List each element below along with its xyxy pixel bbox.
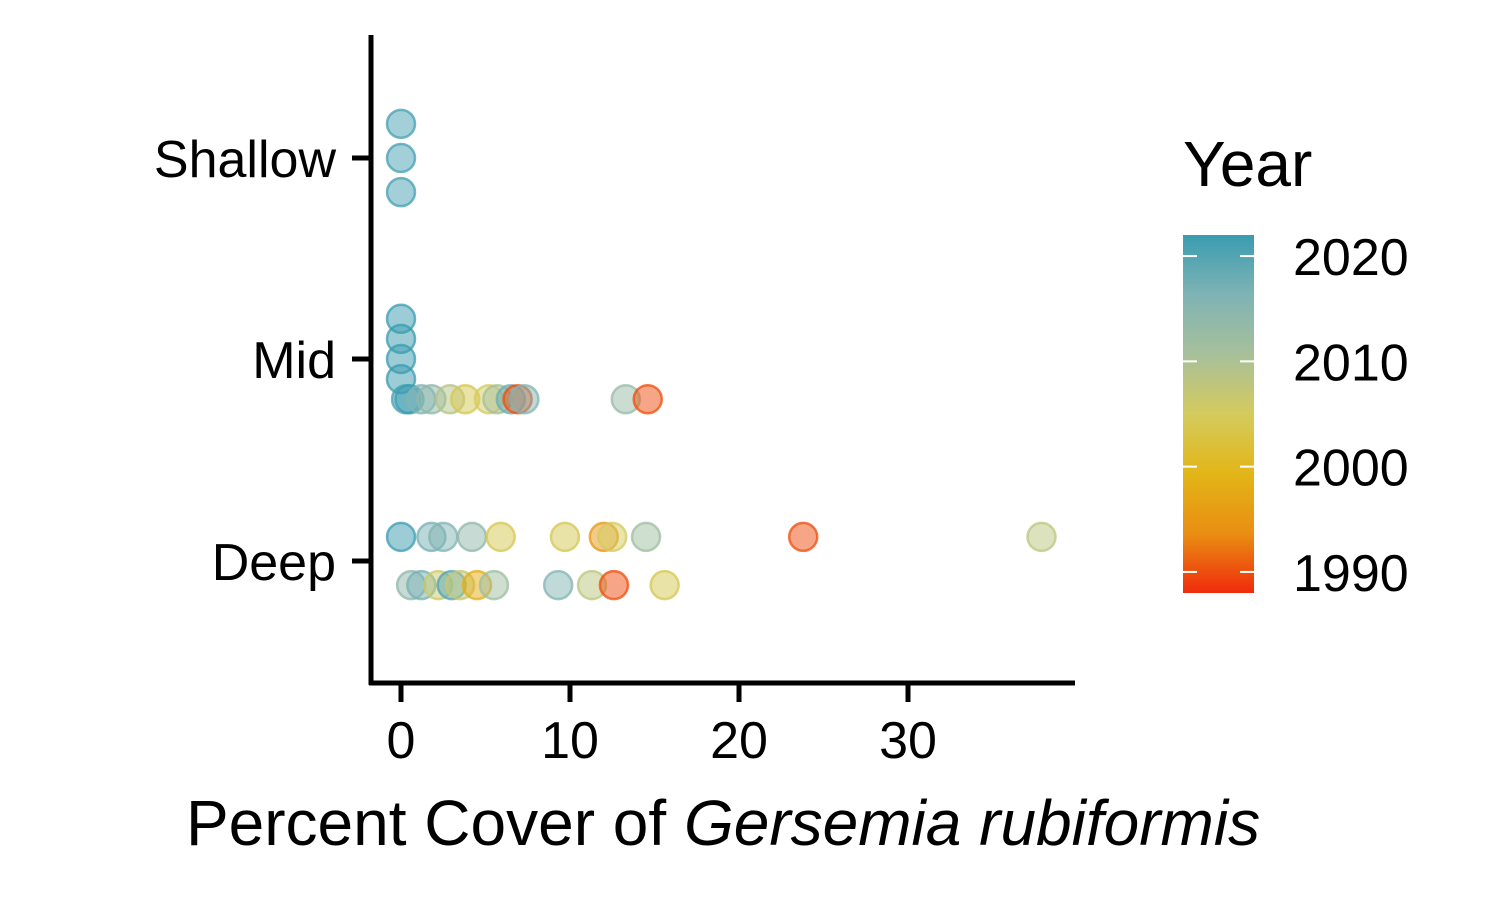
data-point (456, 521, 488, 553)
x-axis-ticks: 0 10 20 30 (387, 683, 937, 770)
y-tick-label: Shallow (154, 131, 337, 189)
legend-tick-label: 2000 (1293, 440, 1409, 498)
legend: Year 2020 2010 2000 1990 (1183, 128, 1409, 603)
legend-tick-label: 1990 (1293, 545, 1409, 603)
x-axis-title-italic: Gersemia rubiformis (684, 787, 1260, 859)
x-axis-title-plain: Percent Cover of (186, 787, 684, 859)
legend-colorbar (1183, 235, 1254, 593)
x-tick-label: 20 (710, 712, 768, 770)
legend-title: Year (1183, 128, 1312, 200)
x-axis-title: Percent Cover of Gersemia rubiformis (186, 787, 1260, 859)
x-tick-label: 10 (541, 712, 599, 770)
x-tick-label: 30 (879, 712, 937, 770)
data-point (428, 521, 459, 553)
y-tick-label: Mid (252, 332, 336, 390)
data-point (597, 521, 628, 553)
data-point (787, 521, 819, 553)
data-point (549, 521, 581, 553)
x-tick-label: 0 (387, 712, 416, 770)
data-point (1026, 521, 1057, 553)
data-point (385, 142, 417, 174)
legend-tick-label: 2020 (1293, 229, 1409, 287)
data-point (542, 569, 574, 601)
y-axis-ticks: Deep Mid Shallow (154, 131, 371, 592)
y-tick-label: Deep (212, 534, 336, 592)
data-point (385, 176, 417, 208)
data-point (478, 569, 510, 601)
data-point (385, 521, 417, 553)
data-point (630, 521, 662, 553)
legend-ticks: 2020 2010 2000 1990 (1183, 229, 1409, 603)
data-point (385, 108, 417, 140)
legend-tick-label: 2010 (1293, 334, 1409, 392)
points-layer (385, 108, 1057, 601)
data-point (509, 383, 540, 415)
data-point (485, 521, 516, 553)
data-point (632, 383, 663, 415)
data-point (598, 569, 630, 601)
data-point (649, 569, 680, 601)
